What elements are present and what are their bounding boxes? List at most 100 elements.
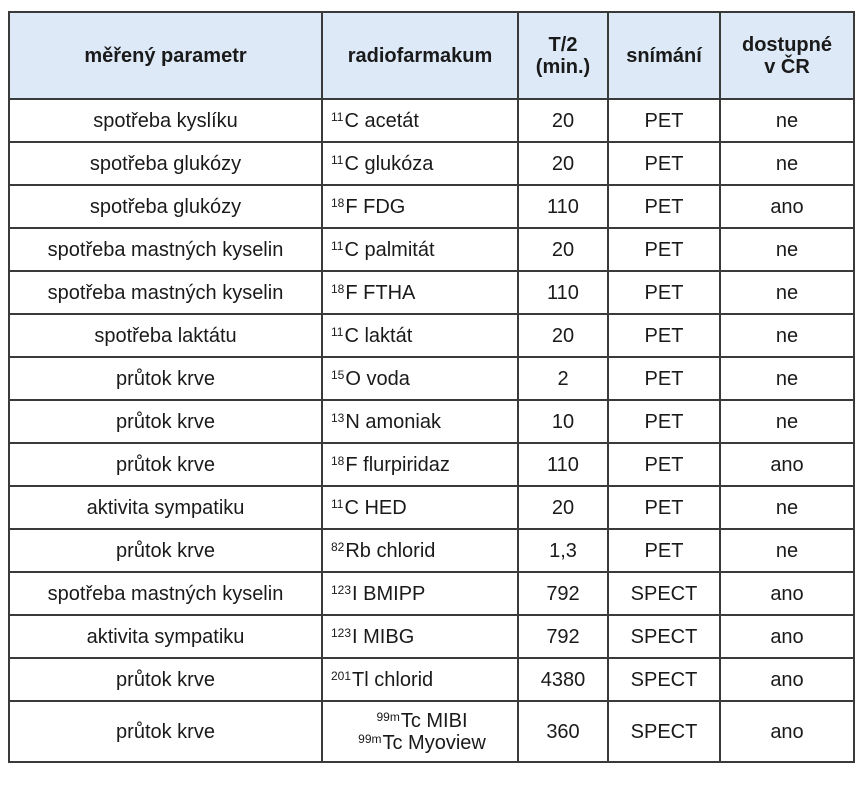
header-available: dostupné v ČR — [719, 11, 855, 100]
table-row: aktivita sympatiku 123I MIBG 792 SPECT ano — [8, 614, 855, 659]
cell-radiopharm: 18F FTHA — [321, 270, 519, 315]
table-row: průtok krve 15O voda 2 PET ne — [8, 356, 855, 401]
cell-imaging: PET — [607, 270, 721, 315]
table-row: spotřeba kyslíku 11C acetát 20 PET ne — [8, 98, 855, 143]
table-row: průtok krve 13N amoniak 10 PET ne — [8, 399, 855, 444]
cell-available: ne — [719, 98, 855, 143]
isotope-mass: 18 — [331, 195, 345, 210]
isotope-mass: 123 — [331, 582, 352, 597]
cell-radiopharm: 15O voda — [321, 356, 519, 401]
header-row: měřený parametr radiofarmakum T/2 (min.)… — [8, 11, 855, 100]
isotope-mass: 11 — [331, 109, 344, 124]
cell-parameter: spotřeba glukózy — [8, 141, 323, 186]
cell-parameter: spotřeba kyslíku — [8, 98, 323, 143]
radiopharm-name: F flurpiridaz — [345, 453, 450, 476]
radiopharm-name: Tl chlorid — [352, 668, 434, 691]
cell-radiopharm: 201Tl chlorid — [321, 657, 519, 702]
cell-available: ano — [719, 442, 855, 487]
isotope-mass: 99m — [358, 731, 382, 746]
radiopharm-name: Tc MIBI — [400, 709, 468, 732]
cell-halflife: 20 — [517, 227, 609, 272]
cell-parameter: průtok krve — [8, 700, 323, 763]
header-halflife-line2: (min.) — [535, 55, 591, 78]
cell-halflife: 20 — [517, 485, 609, 530]
cell-halflife: 20 — [517, 141, 609, 186]
cell-halflife: 360 — [517, 700, 609, 763]
cell-parameter: průtok krve — [8, 399, 323, 444]
cell-radiopharm: 11C glukóza — [321, 141, 519, 186]
cell-halflife: 792 — [517, 571, 609, 616]
isotope-mass: 99m — [376, 709, 400, 724]
cell-parameter: spotřeba glukózy — [8, 184, 323, 229]
cell-radiopharm: 11C palmitát — [321, 227, 519, 272]
isotope-mass: 18 — [331, 281, 345, 296]
cell-imaging: PET — [607, 399, 721, 444]
cell-radiopharm: 99mTc MIBI 99mTc Myoview — [321, 700, 519, 763]
cell-parameter: spotřeba mastných kyselin — [8, 270, 323, 315]
header-halflife-line1: T/2 — [548, 33, 578, 56]
cell-parameter: aktivita sympatiku — [8, 614, 323, 659]
table-row: spotřeba glukózy 11C glukóza 20 PET ne — [8, 141, 855, 186]
cell-halflife: 20 — [517, 313, 609, 358]
cell-available: ano — [719, 614, 855, 659]
radiopharm-name: C HED — [344, 496, 407, 519]
radiopharm-name: C acetát — [344, 109, 419, 132]
cell-available: ne — [719, 141, 855, 186]
table-row: průtok krve 99mTc MIBI 99mTc Myoview 360… — [8, 700, 855, 763]
cell-radiopharm: 82Rb chlorid — [321, 528, 519, 573]
cell-available: ano — [719, 657, 855, 702]
cell-imaging: PET — [607, 141, 721, 186]
radiopharm-name: N amoniak — [345, 410, 441, 433]
table-row: spotřeba glukózy 18F FDG 110 PET ano — [8, 184, 855, 229]
radiopharm-name: F FDG — [345, 195, 406, 218]
cell-halflife: 1,3 — [517, 528, 609, 573]
table-row: průtok krve 82Rb chlorid 1,3 PET ne — [8, 528, 855, 573]
table-row: spotřeba mastných kyselin 123I BMIPP 792 SP… — [8, 571, 855, 616]
cell-available: ne — [719, 399, 855, 444]
isotope-mass: 11 — [331, 238, 344, 253]
radiopharm-line2: 99mTc Myoview — [331, 732, 513, 754]
isotope-mass: 11 — [331, 152, 344, 167]
table-row: spotřeba laktátu 11C laktát 20 PET ne — [8, 313, 855, 358]
radiopharm-name: C laktát — [344, 324, 413, 347]
isotope-mass: 82 — [331, 539, 345, 554]
cell-radiopharm: 11C HED — [321, 485, 519, 530]
radiopharm-name: I MIBG — [352, 625, 415, 648]
cell-imaging: PET — [607, 442, 721, 487]
cell-available: ne — [719, 227, 855, 272]
radiopharm-name: Tc Myoview — [382, 731, 486, 754]
header-parameter: měřený parametr — [8, 11, 323, 100]
cell-available: ano — [719, 184, 855, 229]
header-radiopharm: radiofarmakum — [321, 11, 519, 100]
radiopharm-name: F FTHA — [345, 281, 416, 304]
cell-imaging: SPECT — [607, 700, 721, 763]
cell-halflife: 2 — [517, 356, 609, 401]
cell-imaging: PET — [607, 356, 721, 401]
cell-available: ano — [719, 571, 855, 616]
radiopharm-name: C glukóza — [344, 152, 434, 175]
cell-available: ne — [719, 270, 855, 315]
radiopharm-name: C palmitát — [344, 238, 435, 261]
cell-parameter: spotřeba laktátu — [8, 313, 323, 358]
header-halflife: T/2 (min.) — [517, 11, 609, 100]
radiopharm-name: Rb chlorid — [345, 539, 436, 562]
header-available-line1: dostupné — [742, 33, 832, 56]
cell-available: ne — [719, 313, 855, 358]
cell-radiopharm: 123I MIBG — [321, 614, 519, 659]
isotope-mass: 15 — [331, 367, 345, 382]
isotope-mass: 123 — [331, 625, 352, 640]
radiopharm-line1: 99mTc MIBI — [331, 710, 513, 732]
cell-parameter: průtok krve — [8, 528, 323, 573]
cell-imaging: PET — [607, 184, 721, 229]
isotope-mass: 18 — [331, 453, 345, 468]
cell-parameter: spotřeba mastných kyselin — [8, 227, 323, 272]
isotope-mass: 11 — [331, 496, 344, 511]
cell-radiopharm: 18F flurpiridaz — [321, 442, 519, 487]
cell-available: ne — [719, 356, 855, 401]
cell-radiopharm: 123I BMIPP — [321, 571, 519, 616]
cell-radiopharm: 18F FDG — [321, 184, 519, 229]
cell-parameter: aktivita sympatiku — [8, 485, 323, 530]
cell-imaging: PET — [607, 528, 721, 573]
cell-radiopharm: 11C laktát — [321, 313, 519, 358]
table-row: průtok krve 18F flurpiridaz 110 PET ano — [8, 442, 855, 487]
